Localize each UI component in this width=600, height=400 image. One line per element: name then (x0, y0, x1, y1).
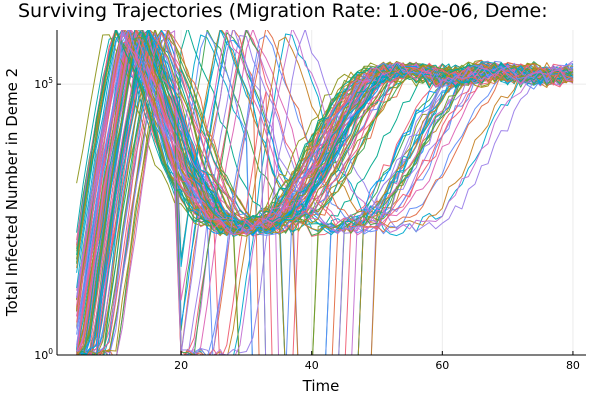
y-tick-base: 10 (34, 349, 48, 362)
trajectory-line (76, 30, 574, 355)
y-tick-exponent: 5 (48, 76, 53, 85)
x-axis-label: Time (302, 377, 340, 395)
trajectory-line (76, 32, 574, 355)
y-tick-label: 100 (34, 347, 53, 362)
x-tick-label: 60 (435, 359, 449, 372)
x-ticks: 20 40 60 80 (174, 351, 580, 372)
x-tick-label: 40 (305, 359, 319, 372)
chart-title: Surviving Trajectories (Migration Rate: … (18, 0, 548, 22)
y-axis-label: Total Infected Number in Deme 2 (3, 68, 21, 317)
trajectory-line (76, 31, 574, 355)
x-tick-label: 20 (174, 359, 188, 372)
trajectory-line (96, 30, 574, 355)
trajectory-line (76, 30, 573, 289)
y-tick-exponent: 0 (48, 347, 53, 356)
trajectory-line (76, 31, 574, 354)
y-tick-label: 105 (34, 76, 53, 91)
trajectory-line (76, 30, 573, 306)
y-tick-base: 10 (34, 78, 48, 91)
trajectory-line (76, 30, 574, 335)
plot-area (76, 30, 574, 355)
x-tick-label: 80 (566, 359, 580, 372)
trajectory-line (80, 30, 574, 355)
trajectory-line (76, 30, 574, 355)
